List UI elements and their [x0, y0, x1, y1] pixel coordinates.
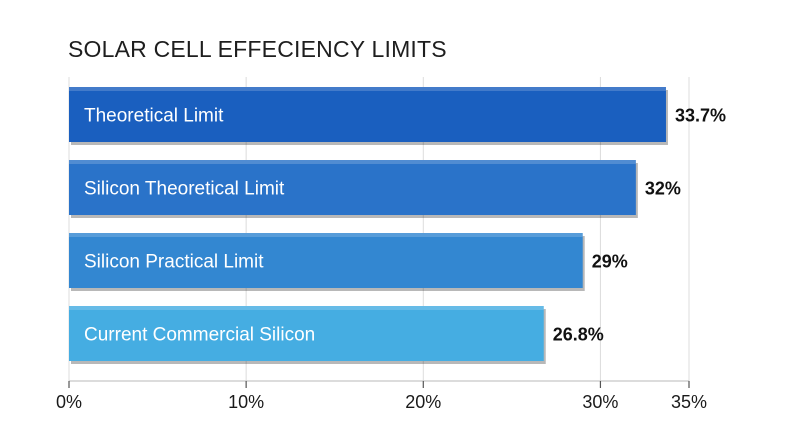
x-tick-label: 0% [56, 392, 82, 412]
data-label: 26.8% [553, 325, 604, 345]
x-tick-label: 20% [405, 392, 441, 412]
bar-highlight [69, 233, 583, 237]
x-tick-label: 35% [671, 392, 707, 412]
bar-category-label: Current Commercial Silicon [84, 325, 315, 346]
x-tick-label: 10% [228, 392, 264, 412]
data-label: 33.7% [675, 106, 726, 126]
data-label: 29% [592, 252, 628, 272]
x-tick-label: 30% [582, 392, 618, 412]
bar [69, 87, 666, 142]
bar-highlight [69, 87, 666, 91]
bar [69, 160, 636, 215]
bar-highlight [69, 160, 636, 164]
bar-category-label: Theoretical Limit [84, 106, 224, 127]
bar-category-label: Silicon Theoretical Limit [84, 179, 285, 200]
chart-title: SOLAR CELL EFFECIENCY LIMITS [68, 36, 447, 62]
data-label: 32% [645, 179, 681, 199]
bar [69, 306, 544, 361]
bar [69, 233, 583, 288]
bar-category-label: Silicon Practical Limit [84, 252, 264, 273]
bar-highlight [69, 306, 544, 310]
